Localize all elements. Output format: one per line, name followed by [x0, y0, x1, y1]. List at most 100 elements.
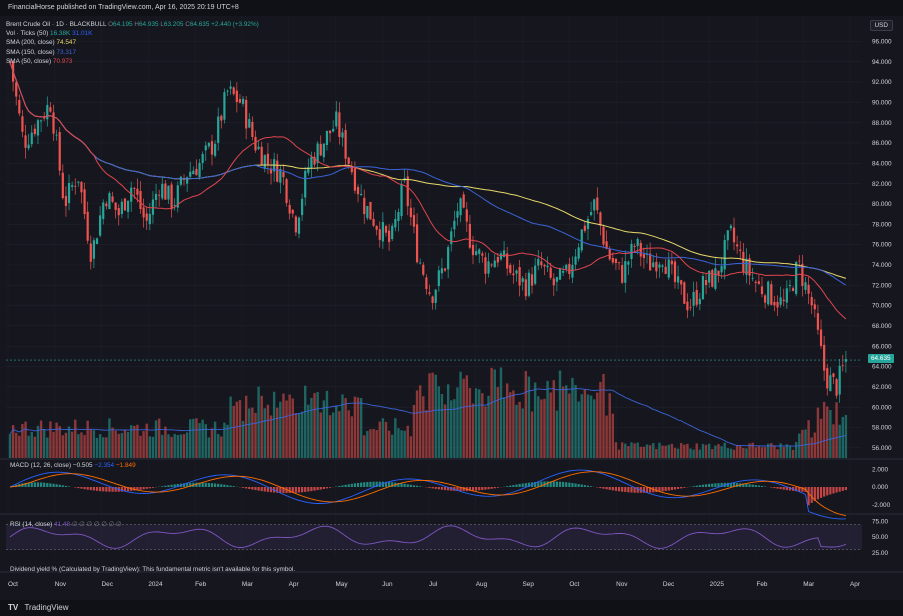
macd-histogram-bar — [819, 487, 823, 498]
candle — [425, 277, 428, 290]
macd-histogram-bar — [742, 483, 745, 487]
volume-bar — [387, 430, 391, 458]
candle — [692, 291, 695, 306]
price-axis-tick: 90.000 — [872, 99, 892, 106]
volume-bar — [816, 407, 820, 458]
macd-histogram-bar — [310, 487, 313, 492]
volume-bar — [487, 395, 490, 458]
volume-bar — [422, 396, 425, 458]
rsi-line — [9, 525, 847, 549]
volume-bar — [568, 393, 571, 458]
volume-bar — [102, 437, 105, 458]
volume-bar — [307, 404, 310, 458]
volume-bar — [561, 386, 565, 458]
currency-badge[interactable]: USD — [869, 20, 893, 31]
volume-bar — [785, 444, 789, 458]
macd-histogram-bar — [437, 487, 440, 490]
candle — [683, 282, 686, 304]
candle — [720, 266, 723, 273]
volume-bar — [105, 437, 108, 458]
macd-histogram-bar — [440, 487, 444, 490]
candle — [388, 230, 391, 243]
volume-bar — [260, 395, 263, 458]
candle — [804, 282, 807, 291]
macd-histogram-bar — [207, 482, 210, 487]
macd-histogram-bar — [434, 487, 437, 489]
volume-bar — [353, 396, 357, 458]
chart-svg[interactable]: 56.000 58.000 60.000 62.000 64.000 66.000 68.0… — [0, 16, 903, 600]
volume-bar — [630, 442, 633, 458]
macd-histogram-bar — [835, 487, 838, 493]
candle — [369, 201, 372, 220]
volume-bar — [826, 406, 829, 458]
candle — [549, 267, 552, 278]
volume-bar — [779, 443, 782, 458]
candle — [459, 198, 462, 216]
candle — [378, 229, 381, 240]
legend-sma200-row[interactable]: SMA (200, close) 74.547 — [6, 38, 259, 47]
volume-bar — [338, 411, 341, 458]
volume-bar — [157, 418, 161, 458]
candle — [276, 160, 279, 182]
macd-histogram-bar — [46, 483, 49, 487]
symbol-label[interactable]: Brent Crude Oil · 1D · BLACKBULL — [6, 21, 107, 28]
volume-bar — [614, 442, 618, 458]
volume-bar — [229, 396, 232, 458]
sma150-label: SMA (150, close) — [6, 48, 55, 56]
volume-bar — [276, 407, 279, 458]
volume-bar — [801, 429, 804, 458]
volume-bar — [313, 393, 316, 458]
candle — [375, 225, 378, 230]
macd-histogram-bar — [176, 483, 179, 487]
macd-histogram-bar — [52, 483, 55, 487]
price-axis-tick: 66.000 — [872, 343, 892, 350]
legend-vol-row[interactable]: Vol · Ticks (50) 16.38K 31.01K — [6, 29, 259, 38]
price-axis-tick: 78.000 — [872, 221, 892, 228]
candle — [748, 258, 751, 276]
volume-bar — [70, 431, 74, 458]
volume-bar — [639, 446, 643, 458]
candle — [673, 261, 677, 283]
volume-bar — [406, 425, 409, 458]
macd-histogram-bar — [580, 484, 583, 487]
volume-bar — [661, 445, 664, 458]
volume-bar — [468, 388, 472, 458]
candle — [83, 189, 86, 215]
legend-sma150-row[interactable]: SMA (150, close) 73.317 — [6, 48, 259, 57]
volume-bar — [642, 446, 646, 458]
chart-area[interactable]: 56.000 58.000 60.000 62.000 64.000 66.000 68.0… — [0, 16, 903, 600]
macd-histogram-bar — [328, 487, 332, 488]
volume-bar — [372, 429, 375, 458]
candle — [304, 170, 307, 198]
macd-histogram-bar — [447, 487, 450, 491]
candle — [779, 297, 782, 305]
macd-histogram-bar — [195, 482, 198, 487]
volume-bar — [269, 415, 273, 458]
macd-histogram-bar — [61, 485, 64, 487]
volume-bar — [285, 400, 288, 458]
macd-histogram-bar — [344, 484, 347, 487]
macd-histogram-bar — [844, 487, 847, 491]
candle — [431, 296, 434, 304]
candle — [689, 307, 692, 309]
macd-histogram-bar — [748, 484, 751, 487]
candle — [664, 266, 667, 274]
macd-histogram-bar — [74, 487, 77, 488]
volume-bar — [754, 447, 757, 458]
legend-sma50-row[interactable]: SMA (50, close) 70.973 — [6, 57, 259, 66]
candle — [484, 257, 487, 274]
macd-histogram-bar — [49, 483, 52, 487]
candle — [745, 258, 748, 275]
volume-bar — [64, 432, 68, 458]
macd-axis-tick: -2.000 — [872, 502, 891, 509]
volume-bar — [841, 416, 844, 458]
candle — [708, 270, 711, 283]
candle — [785, 288, 788, 303]
volume-bar — [518, 401, 521, 458]
macd-histogram-bar — [64, 485, 68, 487]
macd-histogram-bar — [546, 481, 549, 487]
candle — [447, 247, 450, 270]
volume-bar — [505, 383, 509, 458]
candle — [297, 217, 301, 234]
volume-bar — [807, 420, 810, 458]
